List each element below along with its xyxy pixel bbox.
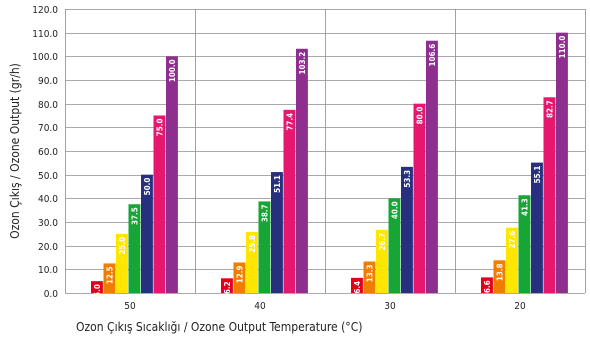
bar-value-label: 55.1 bbox=[533, 166, 542, 184]
y-tick-label: 100.0 bbox=[32, 52, 58, 63]
bar bbox=[166, 56, 178, 294]
x-tick-label: 20 bbox=[514, 301, 526, 312]
y-tick-label: 110.0 bbox=[32, 29, 58, 40]
y-tick-label: 120.0 bbox=[32, 5, 58, 16]
y-tick-label: 20.0 bbox=[38, 242, 58, 253]
x-axis-title: Ozon Çıkış Sıcaklığı / Ozone Output Temp… bbox=[76, 320, 362, 334]
bar bbox=[271, 172, 283, 293]
bar-value-label: 38.7 bbox=[260, 204, 269, 222]
bar-value-label: 6.2 bbox=[223, 281, 232, 294]
y-tick-label: 70.0 bbox=[38, 123, 58, 134]
y-tick-label: 0.0 bbox=[44, 289, 59, 300]
bar-value-label: 50.0 bbox=[143, 178, 152, 196]
bar bbox=[426, 40, 438, 293]
bar-value-label: 37.5 bbox=[130, 207, 139, 225]
bar-value-label: 75.0 bbox=[155, 119, 164, 137]
y-tick-label: 50.0 bbox=[38, 171, 58, 182]
bars: 5.012.5 25.0 37.5 50.0 75.0 100.0 6.212.9 25.8 3… bbox=[91, 32, 568, 297]
bar bbox=[221, 278, 233, 293]
bar bbox=[258, 201, 271, 293]
x-tick-label: 50 bbox=[124, 301, 136, 312]
bar-value-label: 12.9 bbox=[235, 265, 244, 283]
bar-value-label: 6.4 bbox=[353, 281, 362, 294]
y-tick-label: 30.0 bbox=[38, 218, 58, 229]
bar bbox=[363, 261, 376, 293]
y-tick-label: 80.0 bbox=[38, 100, 58, 111]
bar bbox=[506, 227, 518, 293]
y-axis-title: Ozon Çıkış / Ozone Output (gr/h) bbox=[8, 63, 22, 239]
bar-value-label: 53.3 bbox=[403, 170, 412, 188]
bar-value-label: 25.0 bbox=[118, 237, 127, 255]
bar bbox=[543, 97, 556, 293]
bar-value-label: 82.7 bbox=[545, 100, 554, 118]
bar bbox=[128, 204, 141, 293]
bar bbox=[283, 109, 296, 293]
bar bbox=[388, 198, 401, 293]
bar bbox=[153, 115, 166, 293]
bar-value-label: 41.3 bbox=[520, 198, 529, 216]
y-tick-label: 10.0 bbox=[38, 265, 58, 276]
bar-value-label: 103.2 bbox=[298, 52, 307, 75]
bar bbox=[401, 166, 413, 293]
bar-value-label: 13.3 bbox=[365, 265, 374, 283]
bar-value-label: 51.1 bbox=[273, 175, 282, 193]
bar bbox=[116, 233, 128, 293]
x-tick-label: 30 bbox=[384, 301, 396, 312]
y-tick-label: 60.0 bbox=[38, 147, 58, 158]
bar-value-label: 5.0 bbox=[93, 284, 102, 297]
bar bbox=[296, 48, 308, 294]
bar-value-label: 26.7 bbox=[378, 233, 387, 251]
bar bbox=[493, 260, 506, 293]
bar-value-label: 12.5 bbox=[105, 266, 114, 284]
y-axis-ticks: 0.0 10.0 20.0 30.0 40.0 50.0 60.0 70.0 80.0 90.0 1… bbox=[32, 5, 58, 300]
x-axis-ticks: 50 40 30 20 bbox=[124, 301, 526, 312]
bar bbox=[556, 32, 568, 294]
bar bbox=[531, 162, 543, 293]
bar-value-label: 77.4 bbox=[285, 113, 294, 131]
bar-value-label: 25.8 bbox=[248, 235, 257, 253]
bar bbox=[481, 277, 493, 293]
bar bbox=[351, 277, 363, 293]
bar bbox=[246, 231, 258, 293]
bar-value-label: 110.0 bbox=[558, 36, 567, 59]
bar-value-label: 106.6 bbox=[428, 44, 437, 67]
x-tick-label: 40 bbox=[254, 301, 266, 312]
bar bbox=[103, 263, 116, 293]
bar bbox=[91, 281, 103, 293]
bar-value-label: 13.8 bbox=[495, 263, 504, 281]
bar bbox=[413, 103, 426, 294]
bar-value-label: 27.6 bbox=[508, 231, 517, 249]
bar-value-label: 80.0 bbox=[415, 107, 424, 125]
bar bbox=[376, 229, 388, 293]
bar bbox=[233, 262, 246, 293]
bar-value-label: 100.0 bbox=[168, 59, 177, 82]
y-tick-label: 90.0 bbox=[38, 76, 58, 87]
bar-value-label: 6.6 bbox=[483, 280, 492, 293]
bar bbox=[518, 195, 531, 293]
bar-value-label: 40.0 bbox=[390, 201, 399, 219]
y-tick-label: 40.0 bbox=[38, 194, 58, 205]
bar bbox=[141, 174, 153, 293]
